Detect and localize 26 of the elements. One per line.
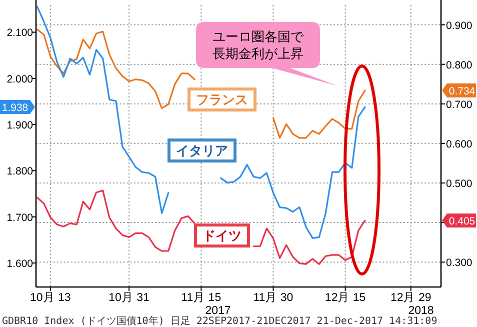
y-tick-label: 2.100 <box>6 27 34 40</box>
y2-tick-label: 0.800 <box>446 59 472 72</box>
x-tick-label: 12月 15 <box>324 291 366 304</box>
callout: ユーロ圏各国で長期金利が上昇 <box>196 22 338 86</box>
y-tick-label: 1.900 <box>6 120 34 132</box>
y2-tick-label: 0.500 <box>446 178 472 190</box>
y2-tick-label: 0.900 <box>446 20 472 32</box>
series-label: ドイツ <box>202 228 242 243</box>
y2-tick-label: 0.700 <box>446 98 472 111</box>
y-tick-label: 2.000 <box>6 73 34 86</box>
y2-tick-label: 0.300 <box>446 257 472 270</box>
text: GDBR10 Index (ドイツ国債10年) 日足 22SEP2017-21DEC2017 21-Dec-2017 14:31:09 <box>2 315 438 327</box>
x-tick-label: 11月 15 <box>181 291 222 304</box>
y-tick-label: 1.800 <box>6 166 34 178</box>
text: 2018 <box>408 305 434 317</box>
x-tick-label: 12月 29 <box>390 291 432 304</box>
annotation: ユーロ圏各国で長期金利が上昇 <box>212 29 304 61</box>
text: 2017 <box>205 305 231 317</box>
y-tick-label: 1.700 <box>6 212 34 224</box>
y-tick-label: 1.600 <box>6 258 34 270</box>
x-tick-label: 11月 30 <box>253 291 294 304</box>
y2-tick-label: 0.600 <box>446 138 472 150</box>
x-tick-label: 10月 13 <box>30 291 71 304</box>
series-label: イタリア <box>176 143 228 158</box>
x-tick-label: 10月 31 <box>108 291 150 304</box>
series-label: フランス <box>196 92 248 107</box>
